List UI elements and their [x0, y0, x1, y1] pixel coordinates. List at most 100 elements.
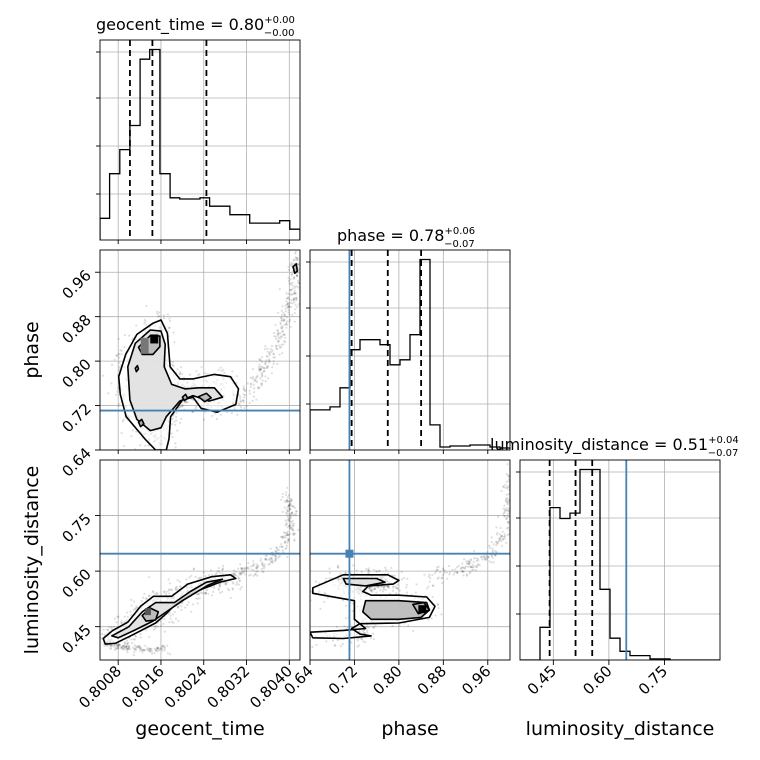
sample-point: [396, 587, 400, 590]
sample-point: [151, 590, 155, 593]
sample-point: [177, 606, 180, 609]
sample-point: [202, 418, 205, 421]
sample-point: [268, 353, 272, 356]
sample-point: [287, 500, 290, 503]
sample-point: [109, 646, 112, 650]
sample-point: [490, 541, 493, 544]
truth-marker: [345, 549, 354, 558]
sample-point: [135, 605, 138, 608]
sample-point: [243, 569, 246, 573]
sample-point: [456, 571, 459, 575]
sample-point: [266, 350, 269, 353]
sample-point: [110, 626, 113, 629]
sample-point: [138, 645, 141, 648]
sample-point: [288, 513, 291, 516]
sample-point: [505, 541, 508, 545]
density-peak: [144, 608, 151, 616]
sample-point: [365, 567, 368, 571]
sample-point: [290, 284, 293, 287]
sample-point: [356, 639, 359, 642]
sample-point: [242, 387, 245, 391]
y-tick-label-luminosity_distance: 0.60: [58, 565, 94, 601]
sample-point: [225, 583, 228, 586]
sample-point: [513, 504, 515, 506]
sample-point: [283, 542, 286, 545]
sample-point: [153, 625, 156, 628]
sample-point: [503, 508, 507, 511]
sample-point: [331, 639, 334, 642]
sample-point: [284, 524, 287, 527]
sample-point: [135, 606, 138, 609]
sample-point: [275, 557, 278, 560]
sample-point: [133, 638, 136, 641]
sample-point: [292, 277, 295, 280]
density-contour-7: [292, 263, 299, 275]
sample-point: [159, 647, 162, 650]
sample-point: [502, 485, 505, 488]
sample-point: [286, 515, 289, 518]
sample-point: [268, 562, 271, 565]
sample-point: [289, 514, 293, 518]
sample-point: [344, 571, 347, 574]
sample-point: [154, 624, 157, 628]
sample-point: [284, 536, 287, 539]
sample-point: [117, 353, 120, 356]
sample-point: [244, 568, 247, 571]
sample-point: [160, 647, 163, 650]
sample-point: [138, 646, 141, 649]
sample-point: [274, 324, 277, 327]
sample-point: [513, 509, 515, 511]
sample-point: [453, 571, 456, 574]
sample-point: [213, 585, 216, 588]
sample-point: [465, 560, 468, 563]
sample-point: [289, 532, 292, 535]
sample-point: [161, 645, 164, 649]
sample-point: [279, 332, 282, 335]
sample-point: [512, 497, 514, 499]
sample-point: [486, 556, 490, 559]
sample-point: [473, 557, 476, 560]
sample-point: [153, 647, 156, 650]
sample-point: [172, 613, 175, 616]
sample-point: [261, 379, 264, 382]
sample-point: [172, 331, 175, 334]
sample-point: [168, 452, 170, 454]
sample-point: [293, 301, 296, 304]
sample-point: [270, 350, 273, 353]
sample-point: [224, 583, 227, 586]
sample-point: [115, 621, 118, 624]
sample-point: [163, 617, 166, 621]
sample-point: [503, 504, 506, 507]
sample-point: [383, 585, 386, 589]
sample-point: [219, 591, 222, 594]
x-tick-label-geocent_time: 0.8008: [75, 662, 125, 712]
sample-point: [290, 261, 293, 264]
sample-point: [267, 563, 270, 566]
sample-point: [116, 644, 119, 648]
sample-point: [513, 508, 515, 510]
sample-point: [277, 334, 280, 337]
sample-point: [186, 401, 189, 404]
sample-point: [280, 317, 283, 320]
sample-point: [499, 537, 502, 541]
sample-point: [296, 275, 299, 278]
sample-point: [367, 569, 370, 573]
sample-point: [118, 644, 121, 647]
sample-point: [266, 366, 269, 369]
sample-point: [168, 611, 172, 614]
sample-point: [503, 511, 506, 514]
sample-point: [276, 329, 279, 333]
sample-point: [287, 276, 290, 279]
sample-point: [350, 641, 353, 645]
sample-point: [258, 358, 261, 361]
sample-point: [351, 609, 354, 613]
sample-point: [236, 575, 239, 578]
scatter-panel-geocent_time_vs_luminosity_distance: [100, 460, 300, 660]
sample-point: [488, 544, 491, 548]
sample-point: [260, 382, 263, 385]
sample-point: [284, 310, 287, 313]
sample-point: [395, 586, 398, 590]
sample-point: [467, 563, 470, 566]
sample-point: [285, 316, 288, 319]
sample-point: [144, 444, 147, 447]
